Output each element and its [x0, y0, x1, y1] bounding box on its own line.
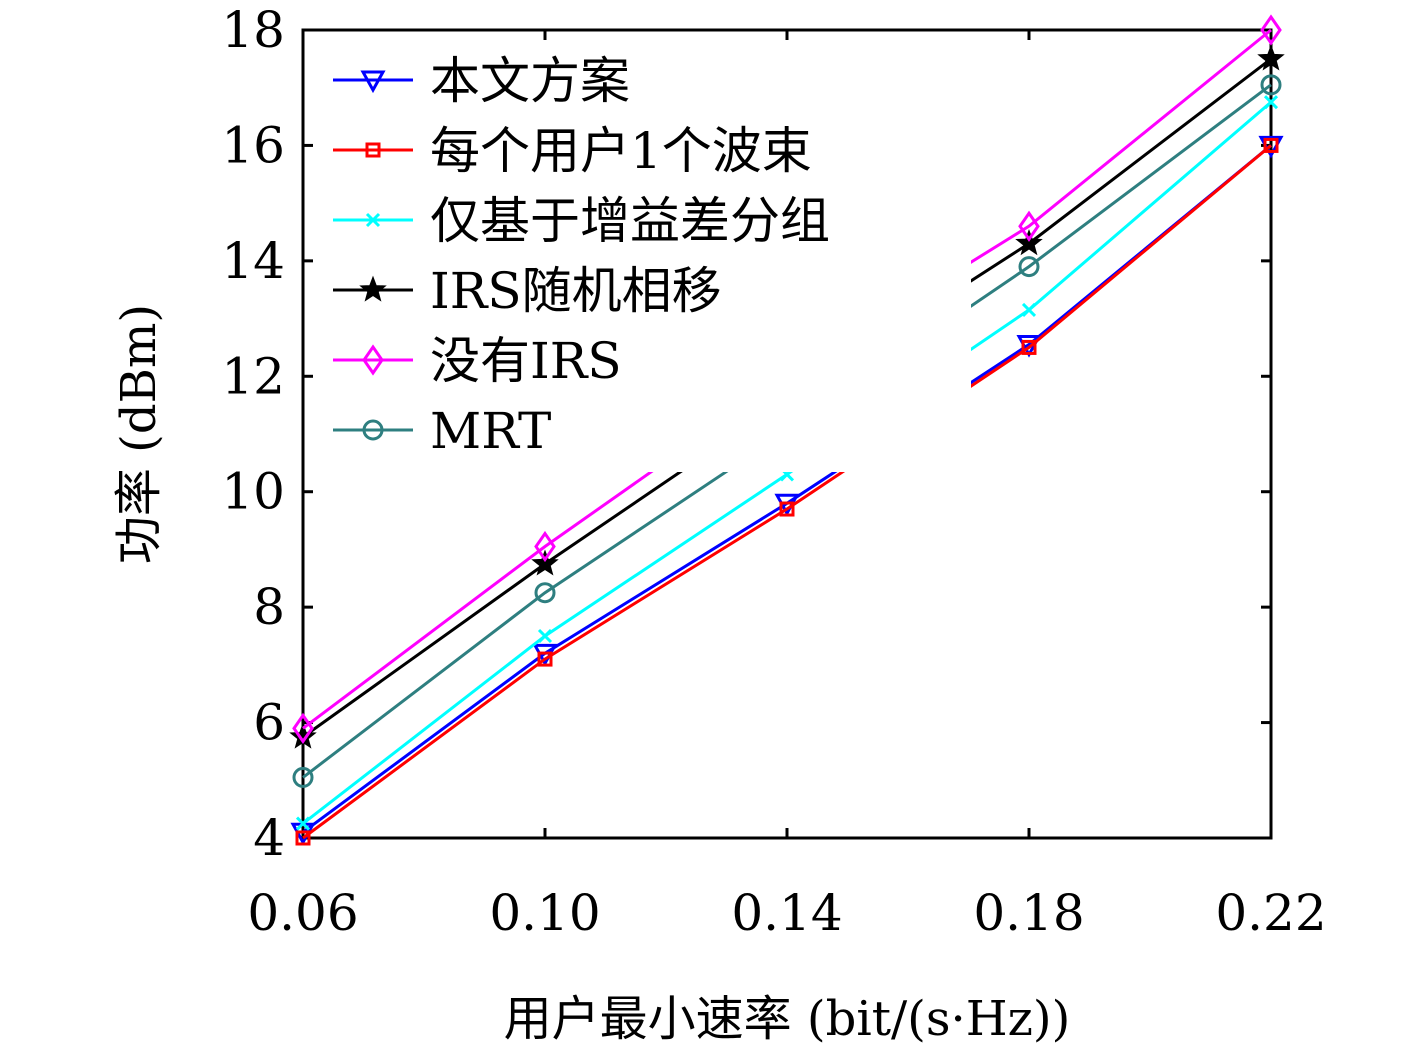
data-point-square: [779, 501, 795, 517]
legend-item: 没有IRS: [333, 332, 622, 390]
data-point-star: [359, 275, 387, 302]
data-point-x: [537, 628, 553, 644]
data-point-star: [1015, 229, 1043, 256]
data-point-circle: [1018, 256, 1040, 278]
data-point-square: [537, 651, 553, 667]
y-axis-title: 功率 (dBm): [111, 304, 167, 564]
legend-label: 没有IRS: [430, 332, 622, 390]
data-point-square: [295, 830, 311, 846]
y-axis-ticks: 4 6 8 10 12 14 16 18: [221, 1, 1271, 867]
data-point-diamond: [292, 712, 314, 744]
data-point-diamond: [362, 344, 384, 376]
series-3: [295, 95, 1279, 831]
y-tick-label: 8: [253, 578, 285, 636]
legend-item: 仅基于增益差分组: [333, 192, 830, 250]
legend-label: 本文方案: [430, 52, 630, 110]
legend-label: IRS随机相移: [430, 262, 722, 320]
y-tick-label: 12: [221, 347, 285, 405]
legend-box: [316, 42, 971, 472]
data-point-circle: [1260, 74, 1282, 96]
data-point-circle: [534, 582, 556, 604]
y-tick-label: 10: [221, 463, 285, 521]
data-point-star: [1257, 44, 1285, 71]
x-axis-ticks: 0.06 0.10 0.14 0.18 0.22: [247, 30, 1327, 942]
data-point-square: [1021, 339, 1037, 355]
data-point-triangle-down: [360, 70, 386, 94]
data-point-diamond: [1018, 210, 1040, 242]
y-tick-label: 4: [253, 809, 285, 867]
series-2: [295, 137, 1279, 846]
data-point-square: [365, 142, 381, 158]
legend-label: MRT: [430, 402, 551, 460]
data-point-x: [295, 816, 311, 831]
legend-label: 每个用户1个波束: [430, 122, 812, 180]
legend-item: IRS随机相移: [333, 262, 722, 320]
legend-label: 仅基于增益差分组: [430, 192, 830, 250]
data-point-x: [365, 212, 381, 228]
data-point-circle: [292, 766, 314, 788]
data-point-circle: [362, 419, 384, 441]
y-tick-label: 6: [253, 694, 285, 752]
x-tick-label: 0.10: [489, 884, 600, 942]
x-tick-label: 0.18: [973, 884, 1084, 942]
data-point-x: [1263, 95, 1279, 110]
data-point-star: [531, 549, 559, 576]
y-tick-label: 18: [221, 1, 285, 59]
data-point-diamond: [534, 530, 556, 563]
y-tick-label: 16: [221, 116, 285, 174]
x-tick-label: 0.14: [731, 884, 842, 942]
y-tick-label: 14: [221, 232, 285, 290]
data-point-x: [1021, 302, 1037, 317]
legend-item: 每个用户1个波束: [333, 122, 812, 180]
x-axis-title: 用户最小速率 (bit/(s·Hz)): [504, 991, 1071, 1047]
data-point-diamond: [1260, 14, 1282, 46]
legend-item: MRT: [333, 402, 551, 460]
x-tick-label: 0.22: [1215, 884, 1326, 942]
data-point-square: [1263, 137, 1279, 153]
legend-item: 本文方案: [333, 52, 630, 110]
series-line: [302, 144, 1272, 840]
x-tick-label: 0.06: [247, 884, 358, 942]
